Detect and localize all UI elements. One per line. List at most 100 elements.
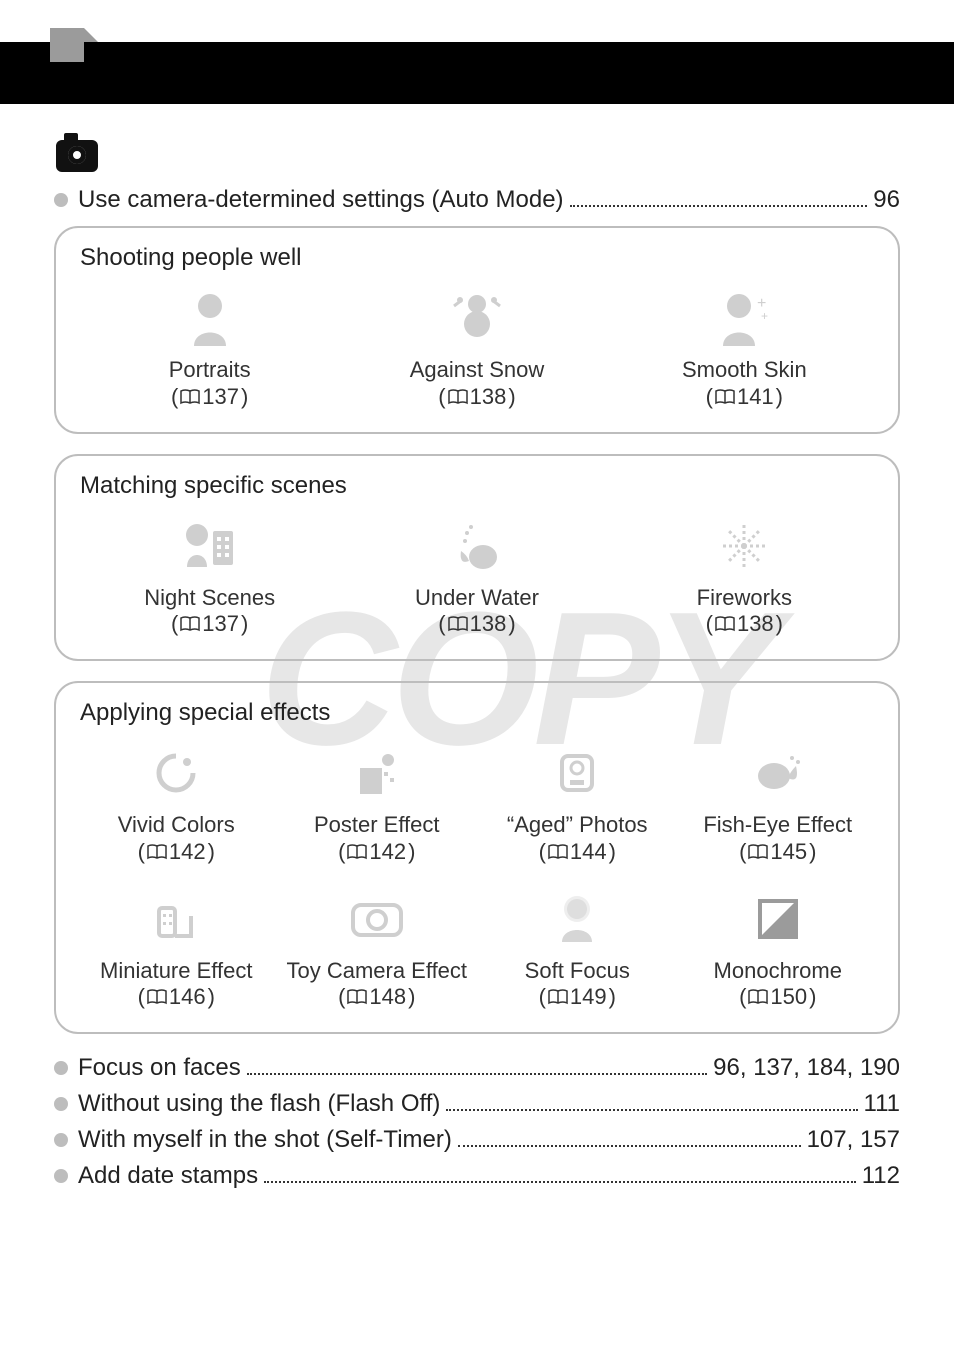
book-icon — [347, 844, 367, 860]
book-icon — [715, 389, 735, 405]
page-ref: (142) — [138, 839, 215, 865]
mode-smooth-skin: ++ Smooth Skin (141) — [611, 286, 878, 410]
panel-title: Applying special effects — [80, 699, 878, 727]
book-icon — [448, 616, 468, 632]
toc-page: 96 — [873, 186, 900, 214]
toc-leader-dots — [264, 1181, 856, 1183]
mode-night-scenes: Night Scenes (137) — [76, 514, 343, 638]
bullet-icon — [54, 1061, 68, 1075]
aged-photos-icon — [554, 741, 600, 805]
page-ref: (146) — [138, 984, 215, 1010]
vivid-colors-icon — [153, 741, 199, 805]
panel-row: Night Scenes (137) Under Water (138) Fir… — [76, 514, 878, 638]
book-icon — [180, 616, 200, 632]
panel-title: Shooting people well — [80, 244, 878, 272]
page-num: 137 — [202, 384, 239, 410]
mode-poster-effect: Poster Effect (142) — [277, 741, 478, 865]
page-ref: (149) — [539, 984, 616, 1010]
panel-row: Vivid Colors (142) Poster Effect (142) “… — [76, 741, 878, 865]
page-ref: (137) — [171, 384, 248, 410]
mode-label: Soft Focus — [525, 957, 630, 985]
page-num: 145 — [770, 839, 807, 865]
page-ref: (141) — [706, 384, 783, 410]
fireworks-icon — [716, 514, 772, 578]
page-ref: (138) — [706, 611, 783, 637]
mode-label: Under Water — [415, 584, 539, 612]
svg-text:+: + — [761, 309, 768, 323]
mode-portraits: Portraits (137) — [76, 286, 343, 410]
toc-label: With myself in the shot (Self-Timer) — [78, 1126, 452, 1154]
mode-soft-focus: Soft Focus (149) — [477, 887, 678, 1011]
toc-page: 107, 157 — [807, 1126, 900, 1154]
page-num: 148 — [369, 984, 406, 1010]
mode-monochrome: Monochrome (150) — [678, 887, 879, 1011]
page-ref: (138) — [438, 384, 515, 410]
page-num: 150 — [770, 984, 807, 1010]
page-ref: (150) — [739, 984, 816, 1010]
toc-page: 96, 137, 184, 190 — [713, 1054, 900, 1082]
mode-fish-eye: Fish-Eye Effect (145) — [678, 741, 879, 865]
night-scene-icon — [183, 514, 237, 578]
toc-line: Focus on faces 96, 137, 184, 190 — [54, 1054, 900, 1082]
page-ref: (144) — [539, 839, 616, 865]
bullet-icon — [54, 1133, 68, 1147]
page-ref: (148) — [338, 984, 415, 1010]
smooth-skin-icon: ++ — [717, 286, 771, 350]
book-icon — [147, 844, 167, 860]
monochrome-icon — [756, 887, 800, 951]
toc-label: Add date stamps — [78, 1162, 258, 1190]
mode-label: Poster Effect — [314, 811, 440, 839]
panel-title: Matching specific scenes — [80, 472, 878, 500]
poster-effect-icon — [354, 741, 400, 805]
mode-label: Toy Camera Effect — [286, 957, 467, 985]
page-num: 149 — [570, 984, 607, 1010]
toc-leader-dots — [446, 1109, 857, 1111]
page-num: 141 — [737, 384, 774, 410]
page-ref: (145) — [739, 839, 816, 865]
page-content: Use camera-determined settings (Auto Mod… — [54, 140, 900, 1198]
page-header-bar — [0, 42, 954, 104]
page-num: 142 — [169, 839, 206, 865]
page-ref: (138) — [438, 611, 515, 637]
bullet-icon — [54, 1097, 68, 1111]
mode-against-snow: Against Snow (138) — [343, 286, 610, 410]
panel-row: Miniature Effect (146) Toy Camera Effect… — [76, 887, 878, 1011]
panel-special-effects: Applying special effects Vivid Colors (1… — [54, 681, 900, 1034]
page-num: 144 — [570, 839, 607, 865]
mode-label: “Aged” Photos — [507, 811, 648, 839]
mode-toy-camera: Toy Camera Effect (148) — [277, 887, 478, 1011]
bullet-icon — [54, 193, 68, 207]
bullet-icon — [54, 1169, 68, 1183]
page-num: 138 — [470, 611, 507, 637]
mode-label: Portraits — [169, 356, 251, 384]
book-icon — [180, 389, 200, 405]
toc-label: Without using the flash (Flash Off) — [78, 1090, 440, 1118]
mode-under-water: Under Water (138) — [343, 514, 610, 638]
camera-icon — [56, 140, 98, 172]
toc-line-auto-mode: Use camera-determined settings (Auto Mod… — [54, 186, 900, 214]
soft-focus-icon — [554, 887, 600, 951]
mode-aged-photos: “Aged” Photos (144) — [477, 741, 678, 865]
fish-eye-icon — [752, 741, 804, 805]
mode-label: Monochrome — [714, 957, 842, 985]
toc-label: Use camera-determined settings (Auto Mod… — [78, 186, 564, 214]
book-icon — [748, 989, 768, 1005]
page-num: 138 — [737, 611, 774, 637]
mode-label: Night Scenes — [144, 584, 275, 612]
mode-label: Fireworks — [697, 584, 792, 612]
toc-line: With myself in the shot (Self-Timer) 107… — [54, 1126, 900, 1154]
mode-label: Miniature Effect — [100, 957, 252, 985]
toc-leader-dots — [458, 1145, 801, 1147]
toc-leader-dots — [247, 1073, 707, 1075]
mode-vivid-colors: Vivid Colors (142) — [76, 741, 277, 865]
toc-list: Focus on faces 96, 137, 184, 190 Without… — [54, 1054, 900, 1190]
panel-row: Portraits (137) Against Snow (138) ++ Sm… — [76, 286, 878, 410]
mode-label: Smooth Skin — [682, 356, 807, 384]
book-icon — [347, 989, 367, 1005]
mode-label: Against Snow — [410, 356, 545, 384]
toc-line: Add date stamps 112 — [54, 1162, 900, 1190]
underwater-icon — [449, 514, 505, 578]
page-num: 137 — [202, 611, 239, 637]
book-icon — [147, 989, 167, 1005]
page-ref: (142) — [338, 839, 415, 865]
